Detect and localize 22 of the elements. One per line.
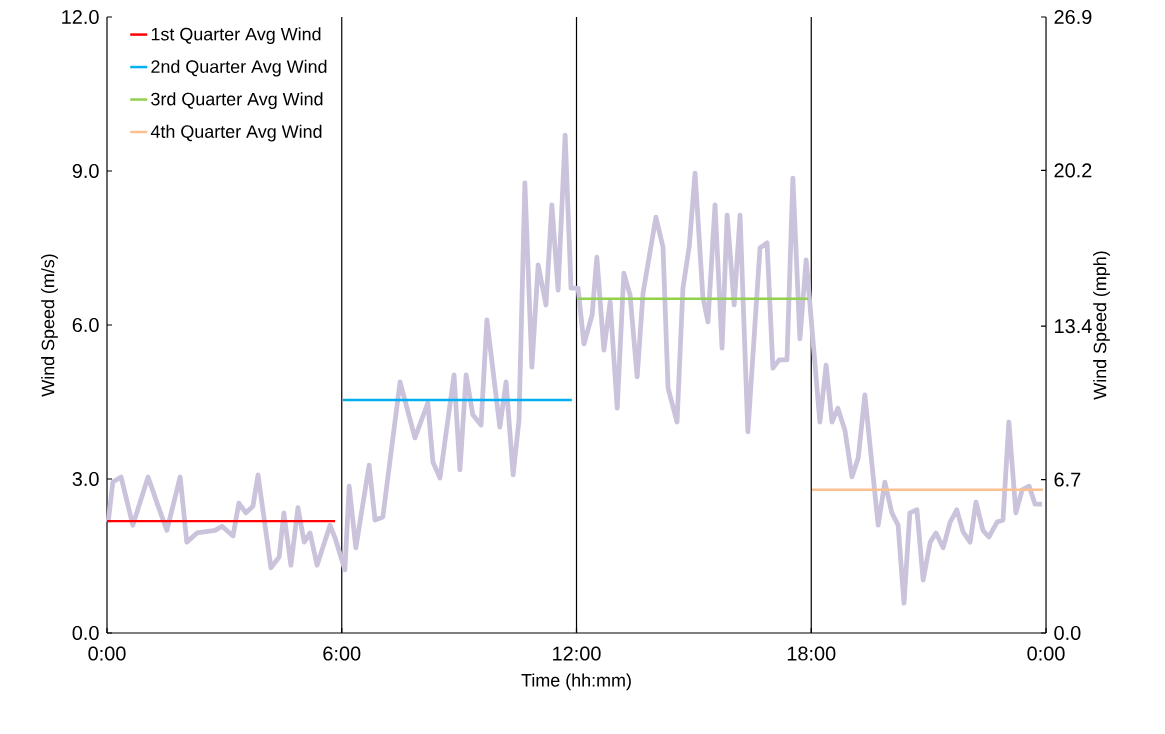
x-tick-label: 12:00 [553,646,601,661]
y-tick-label: 12.0 [62,9,99,25]
y2-tick-label: 26.9 [1054,9,1092,25]
y-tick-label: 0.0 [72,625,99,641]
x-tick-label: 0:00 [88,646,126,661]
x-tick-label: 18:00 [787,646,836,661]
y2-tick-label: 6.7 [1054,472,1081,487]
x-tick-label: 6:00 [323,646,361,661]
x-tick-label: 0:00 [1027,646,1065,661]
y2-tick-label: 0.0 [1054,625,1081,641]
y2-axis-title: Wind Speed (mph) [1093,251,1110,400]
y-tick-label: 3.0 [72,471,99,487]
y2-tick-label: 20.2 [1054,163,1092,178]
y-tick-label: 6.0 [72,317,99,333]
legend-label: 4th Quarter Avg Wind [150,124,322,142]
y-axis-title: Wind Speed (m/s) [41,254,58,397]
x-axis-title: Time (hh:mm) [521,673,631,691]
legend-label: 3rd Quarter Avg Wind [151,92,323,109]
y-tick-label: 9.0 [72,163,99,179]
legend-label: 1st Quarter Avg Wind [151,27,321,45]
y2-tick-label: 13.4 [1055,319,1092,334]
legend-label: 2nd Quarter Avg Wind [151,59,327,77]
